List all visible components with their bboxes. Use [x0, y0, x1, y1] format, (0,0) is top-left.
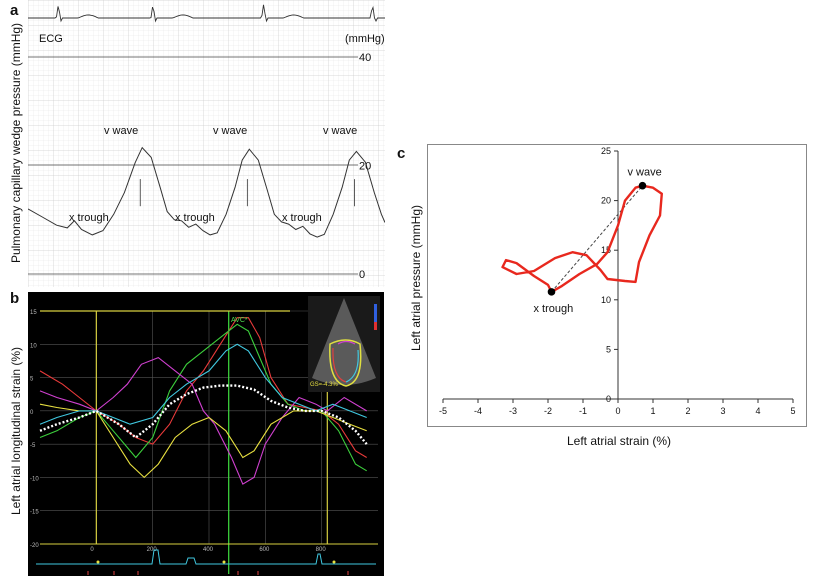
strain-x-tick: 200 — [147, 547, 158, 553]
x-trough-point — [547, 288, 556, 296]
strain-series-3 — [39, 403, 367, 479]
pressure-strain-loop-chart: -5 -4 -3 -2 -1 0 1 2 3 4 5 0 5 10 15 20 25 v wave x trou… — [427, 144, 807, 427]
strain-x-tick: 0 — [90, 547, 94, 553]
x-tick-label: 1 — [650, 406, 655, 416]
strain-x-tick: 800 — [316, 547, 327, 553]
x-trough-label-1: x trough — [69, 212, 109, 224]
v-wave-point — [638, 181, 647, 190]
strain-y-tick: -10 — [30, 476, 39, 482]
y-tick-label: 20 — [601, 196, 611, 206]
y-tick-label: 0 — [606, 394, 611, 404]
ecg-label: ECG — [39, 33, 63, 45]
pressure-trace — [28, 146, 385, 238]
strain-x-tick: 400 — [203, 547, 214, 553]
strain-x-tick: 600 — [259, 547, 270, 553]
color-scale-bar — [374, 304, 377, 322]
x-tick-label: -3 — [509, 406, 517, 416]
x-tick-label: 0 — [615, 406, 620, 416]
v-wave-label-2: v wave — [213, 125, 248, 137]
x-tick-label: 4 — [755, 406, 760, 416]
panel-b-y-axis-label: Left atrial longitudinal strain (%) — [9, 346, 23, 516]
strain-y-tick: 15 — [30, 310, 37, 316]
panel-c-y-axis-label: Left atrial pressure (mmHg) — [409, 204, 423, 352]
y-tick-label: 5 — [606, 344, 611, 354]
y-tick-label: 0 — [359, 269, 365, 281]
panel-a-letter: a — [10, 2, 19, 19]
x-tick-label: 2 — [685, 406, 690, 416]
x-trough-label-3: x trough — [282, 212, 322, 224]
panel-c-x-axis-label: Left atrial strain (%) — [567, 434, 672, 448]
v-wave-label-3: v wave — [323, 125, 358, 137]
ecg-trace — [28, 4, 385, 23]
x-tick-label: -2 — [544, 406, 552, 416]
y-tick-label: 10 — [601, 295, 611, 305]
panel-c-letter: c — [397, 145, 406, 162]
pcwp-chart: 40 20 0 — [28, 0, 385, 287]
strain-y-tick: -5 — [30, 443, 36, 449]
strain-y-tick: 5 — [30, 377, 34, 383]
ecg-marker-dot — [222, 560, 226, 564]
v-wave-label-1: v wave — [104, 125, 139, 137]
x-tick-label: 3 — [720, 406, 725, 416]
v-wave-annotation: v wave — [628, 167, 662, 179]
x-trough-annotation: x trough — [534, 303, 574, 315]
gs-value-label: GS=-4.3% — [310, 382, 338, 388]
ecg-marker-dot — [96, 560, 100, 564]
x-tick-label: -5 — [439, 406, 447, 416]
pressure-strain-loop — [501, 184, 663, 294]
strain-y-tick: -15 — [30, 510, 39, 516]
plot-frame — [427, 144, 807, 427]
panel-a-y-axis-label: Pulmonary capillary wedge pressure (mmHg… — [9, 22, 23, 264]
x-tick-label: -4 — [474, 406, 482, 416]
strain-ecg-trace — [36, 549, 376, 565]
strain-y-tick: 10 — [30, 343, 37, 349]
strain-y-tick: 0 — [30, 410, 34, 416]
y-tick-label: 20 — [359, 161, 371, 173]
strain-series-5 — [39, 384, 368, 445]
la-strain-chart: 15 10 5 0 -5 -10 -15 -20 0 200 400 600 800 — [28, 292, 384, 576]
y-tick-label: 40 — [359, 52, 371, 64]
echo-inset — [308, 296, 380, 392]
echo-atrium-outline — [329, 339, 362, 387]
mmhg-unit-label: (mmHg) — [345, 33, 385, 45]
panel-b-letter: b — [10, 290, 20, 307]
y-tick-label: 25 — [601, 146, 611, 156]
x-tick-label: -1 — [579, 406, 587, 416]
y-tick-label: 15 — [601, 245, 611, 255]
x-trough-label-2: x trough — [175, 212, 215, 224]
dashed-regression-line — [551, 185, 643, 293]
x-tick-label: 5 — [790, 406, 795, 416]
ecg-marker-dot — [332, 560, 336, 564]
ecg-grid-background — [28, 0, 385, 287]
strain-y-tick: -20 — [30, 543, 39, 549]
avc-marker-label: AVC* — [231, 317, 248, 324]
